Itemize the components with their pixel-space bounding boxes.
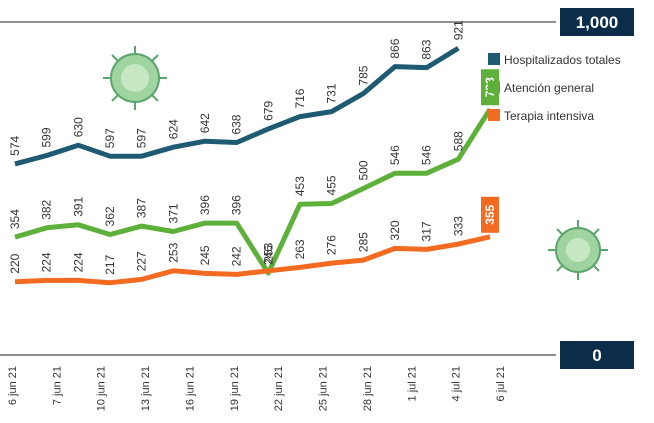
x-tick-label: 1 jul 21 xyxy=(406,366,418,401)
value-label: 242 xyxy=(230,246,244,266)
legend-swatch xyxy=(488,81,500,93)
value-label: 391 xyxy=(71,196,85,216)
value-label: 500 xyxy=(356,160,370,180)
value-label: 588 xyxy=(451,131,465,151)
value-label: 396 xyxy=(198,195,212,215)
legend-swatch xyxy=(488,109,500,121)
value-label: 863 xyxy=(420,39,434,59)
value-label: 355 xyxy=(483,204,497,224)
y-tick-label: 0 xyxy=(592,346,601,365)
virus-icon xyxy=(548,220,608,280)
virus-icon xyxy=(103,46,167,110)
x-tick-label: 6 jul 21 xyxy=(495,366,507,401)
value-label: 382 xyxy=(40,199,54,219)
x-tick-label: 28 jun 21 xyxy=(362,366,374,411)
value-label: 253 xyxy=(166,242,180,262)
chart: 0 1,000 6 jun 21 7 jun 21 10 jun 21 13 jun 21… xyxy=(0,0,654,418)
value-label: 731 xyxy=(325,83,339,103)
x-tick-label: 19 jun 21 xyxy=(229,366,241,411)
value-label: 263 xyxy=(293,239,307,259)
value-label: 785 xyxy=(356,65,370,85)
value-label: 224 xyxy=(71,252,85,272)
x-tick-label: 6 jun 21 xyxy=(7,366,19,405)
value-label: 638 xyxy=(230,114,244,134)
value-label: 597 xyxy=(103,128,117,148)
value-label: 630 xyxy=(71,117,85,137)
value-label: 679 xyxy=(261,101,275,121)
value-label: 453 xyxy=(293,176,307,196)
value-label: 220 xyxy=(8,253,22,273)
value-label: 276 xyxy=(325,235,339,255)
value-label: 362 xyxy=(103,206,117,226)
x-tick-label: 13 jun 21 xyxy=(140,366,152,411)
legend-label: Atención general xyxy=(504,81,594,95)
value-label: 866 xyxy=(388,38,402,58)
y-tick-label: 1,000 xyxy=(576,13,619,32)
value-label: 224 xyxy=(40,252,54,272)
value-label: 333 xyxy=(451,216,465,236)
value-label: 396 xyxy=(230,195,244,215)
value-label: 546 xyxy=(388,145,402,165)
value-label: 597 xyxy=(135,128,149,148)
value-label: 320 xyxy=(388,220,402,240)
x-tick-label: 4 jul 21 xyxy=(451,366,463,401)
value-label: 574 xyxy=(8,136,22,156)
value-label: 245 xyxy=(198,245,212,265)
value-label: 716 xyxy=(293,88,307,108)
legend-label: Hospitalizados totales xyxy=(504,53,621,67)
value-label: 354 xyxy=(8,209,22,229)
legend-label: Terapia intensiva xyxy=(504,109,594,123)
x-tick-label: 7 jun 21 xyxy=(51,366,63,405)
value-label: 455 xyxy=(325,175,339,195)
value-label: 253 xyxy=(261,242,275,262)
legend-swatch xyxy=(488,53,500,65)
x-tick-label: 10 jun 21 xyxy=(96,366,108,411)
value-label: 285 xyxy=(356,232,370,252)
value-label: 371 xyxy=(166,203,180,223)
value-label: 217 xyxy=(103,254,117,274)
value-label: 387 xyxy=(135,198,149,218)
value-label: 642 xyxy=(198,113,212,133)
x-tick-label: 16 jun 21 xyxy=(184,366,196,411)
value-label: 546 xyxy=(420,145,434,165)
value-label: 599 xyxy=(40,127,54,147)
x-tick-label: 25 jun 21 xyxy=(318,366,330,411)
x-tick-label: 22 jun 21 xyxy=(273,366,285,411)
value-label: 317 xyxy=(420,221,434,241)
value-label: 921 xyxy=(451,20,465,40)
value-label: 227 xyxy=(135,251,149,271)
value-label: 624 xyxy=(166,119,180,139)
